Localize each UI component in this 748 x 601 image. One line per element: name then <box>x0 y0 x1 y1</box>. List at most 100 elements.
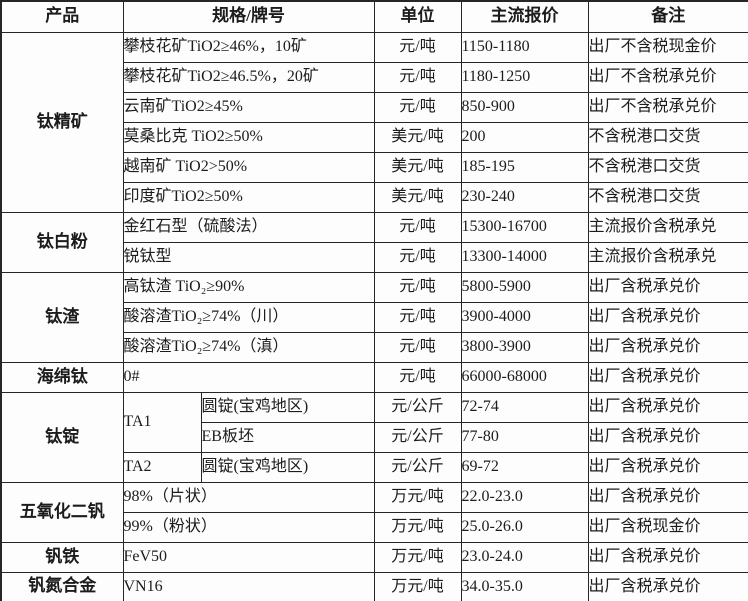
unit-cell: 元/吨 <box>373 31 462 63</box>
note-cell: 出厂含税承兑价 <box>587 301 748 333</box>
spec-cell: 云南矿TiO2≥45% <box>122 91 375 123</box>
unit-cell: 元/吨 <box>373 61 462 93</box>
price-cell: 5800-5900 <box>460 271 589 303</box>
table-row: 钒氮合金 VN16 万元/吨 34.0-35.0 出厂含税承兑价 <box>0 571 748 601</box>
grade-cell: TA2 <box>122 451 202 483</box>
price-cell: 25.0-26.0 <box>460 511 589 543</box>
price-cell: 3900-4000 <box>460 301 589 333</box>
unit-cell: 万元/吨 <box>373 571 462 601</box>
spec-cell: EB板坯 <box>200 421 375 453</box>
table-row: 钛精矿 攀枝花矿TiO2≥46%，10矿 元/吨 1150-1180 出厂不含税现金价 <box>0 31 748 213</box>
note-cell: 出厂含税承兑价 <box>587 541 748 573</box>
unit-cell: 元/吨 <box>373 271 462 303</box>
table-row: 钛锭 TA1 圆锭(宝鸡地区) 元/公斤 72-74 出厂含税承兑价 <box>0 391 748 483</box>
table-row: 海绵钛 0# 元/吨 66000-68000 出厂含税承兑价 <box>0 361 748 393</box>
price-cell: 850-900 <box>460 91 589 123</box>
column-header-product: 产品 <box>0 0 124 33</box>
note-cell: 出厂含税承兑价 <box>587 481 748 513</box>
table-row: TA2 圆锭(宝鸡地区) 元/公斤 69-72 出厂含税承兑价 <box>1 451 748 483</box>
note-cell: 出厂含税承兑价 <box>587 421 748 453</box>
price-cell: 72-74 <box>460 391 589 423</box>
note-cell: 主流报价含税承兑 <box>587 241 748 273</box>
note-cell: 出厂含税承兑价 <box>587 331 748 363</box>
product-cell: 五氧化二钒 <box>0 481 124 543</box>
price-cell: 200 <box>460 121 589 153</box>
note-cell: 出厂不含税现金价 <box>587 31 748 63</box>
spec-cell: 金红石型（硫酸法） <box>122 211 375 243</box>
unit-cell: 元/公斤 <box>373 451 462 483</box>
table-row: 越南矿 TiO2>50% 美元/吨 185-195 不含税港口交货 <box>1 151 748 183</box>
unit-cell: 元/吨 <box>373 241 462 273</box>
price-cell: 66000-68000 <box>460 361 589 393</box>
unit-cell: 万元/吨 <box>373 541 462 573</box>
spec-cell: 越南矿 TiO2>50% <box>122 151 375 183</box>
spec-cell: 圆锭(宝鸡地区) <box>200 391 375 423</box>
spec-cell: 酸溶渣TiO₂≥74%（滇） <box>122 331 375 363</box>
spec-cell: 高钛渣 TiO₂≥90% <box>122 271 375 303</box>
note-cell: 出厂含税现金价 <box>587 511 748 543</box>
unit-cell: 元/吨 <box>373 361 462 393</box>
product-cell: 海绵钛 <box>0 361 124 393</box>
product-cell: 钒铁 <box>0 541 124 573</box>
price-cell: 23.0-24.0 <box>460 541 589 573</box>
table-row: 酸溶渣TiO₂≥74%（川） 元/吨 3900-4000 出厂含税承兑价 <box>1 301 748 333</box>
price-cell: 1150-1180 <box>460 31 589 63</box>
note-cell: 出厂不含税承兑价 <box>587 61 748 93</box>
price-cell: 3800-3900 <box>460 331 589 363</box>
column-header-note: 备注 <box>587 0 748 33</box>
unit-cell: 元/吨 <box>373 301 462 333</box>
spec-cell: FeV50 <box>122 541 375 573</box>
unit-cell: 美元/吨 <box>373 151 462 183</box>
spec-cell: 莫桑比克 TiO2≥50% <box>122 121 375 153</box>
price-cell: 230-240 <box>460 181 589 213</box>
spec-cell: 0# <box>122 361 375 393</box>
header-row: 产品 规格/牌号 单位 主流报价 备注 <box>0 0 748 33</box>
note-cell: 不含税港口交货 <box>587 151 748 183</box>
price-cell: 1180-1250 <box>460 61 589 93</box>
price-table-body: 钛精矿 攀枝花矿TiO2≥46%，10矿 元/吨 1150-1180 出厂不含税现金价攀… <box>0 31 748 601</box>
unit-cell: 万元/吨 <box>373 481 462 513</box>
table-row: EB板坯 元/公斤 77-80 出厂含税承兑价 <box>1 421 748 453</box>
spec-cell: 圆锭(宝鸡地区) <box>200 451 375 483</box>
product-cell: 钛白粉 <box>0 211 124 273</box>
table-row: 钛白粉 金红石型（硫酸法） 元/吨 15300-16700 主流报价含税承兑 <box>0 211 748 273</box>
table-row: 五氧化二钒 98%（片状） 万元/吨 22.0-23.0 出厂含税承兑价 <box>0 481 748 543</box>
table-row: 印度矿TiO2≥50% 美元/吨 230-240 不含税港口交货 <box>1 181 748 213</box>
note-cell: 出厂不含税承兑价 <box>587 91 748 123</box>
table-row: 攀枝花矿TiO2≥46.5%，20矿 元/吨 1180-1250 出厂不含税承兑价 <box>1 61 748 93</box>
column-header-unit: 单位 <box>373 0 462 33</box>
spec-cell: 98%（片状） <box>122 481 375 513</box>
note-cell: 不含税港口交货 <box>587 121 748 153</box>
note-cell: 出厂含税承兑价 <box>587 271 748 303</box>
column-header-spec: 规格/牌号 <box>122 0 375 33</box>
price-cell: 34.0-35.0 <box>460 571 589 601</box>
table-row: 钛渣 高钛渣 TiO₂≥90% 元/吨 5800-5900 出厂含税承兑价 <box>0 271 748 363</box>
unit-cell: 元/公斤 <box>373 421 462 453</box>
spec-cell: VN16 <box>122 571 375 601</box>
price-cell: 13300-14000 <box>460 241 589 273</box>
unit-cell: 元/公斤 <box>373 391 462 423</box>
spec-cell: 99%（粉状） <box>122 511 375 543</box>
price-cell: 77-80 <box>460 421 589 453</box>
table-row: 酸溶渣TiO₂≥74%（滇） 元/吨 3800-3900 出厂含税承兑价 <box>1 331 748 363</box>
price-cell: 15300-16700 <box>460 211 589 243</box>
product-cell: 钛精矿 <box>0 31 124 213</box>
spec-cell: 攀枝花矿TiO2≥46%，10矿 <box>122 31 375 63</box>
product-cell: 钒氮合金 <box>0 571 124 601</box>
product-cell: 钛渣 <box>0 271 124 363</box>
spec-cell: 印度矿TiO2≥50% <box>122 181 375 213</box>
price-cell: 185-195 <box>460 151 589 183</box>
grade-cell: TA1 <box>122 391 202 453</box>
unit-cell: 美元/吨 <box>373 121 462 153</box>
table-row: 99%（粉状） 万元/吨 25.0-26.0 出厂含税现金价 <box>1 511 748 543</box>
price-cell: 69-72 <box>460 451 589 483</box>
table-row: 钒铁 FeV50 万元/吨 23.0-24.0 出厂含税承兑价 <box>0 541 748 573</box>
product-cell: 钛锭 <box>0 391 124 483</box>
note-cell: 出厂含税承兑价 <box>587 391 748 423</box>
spec-cell: 攀枝花矿TiO2≥46.5%，20矿 <box>122 61 375 93</box>
note-cell: 主流报价含税承兑 <box>587 211 748 243</box>
spec-cell: 酸溶渣TiO₂≥74%（川） <box>122 301 375 333</box>
unit-cell: 元/吨 <box>373 211 462 243</box>
